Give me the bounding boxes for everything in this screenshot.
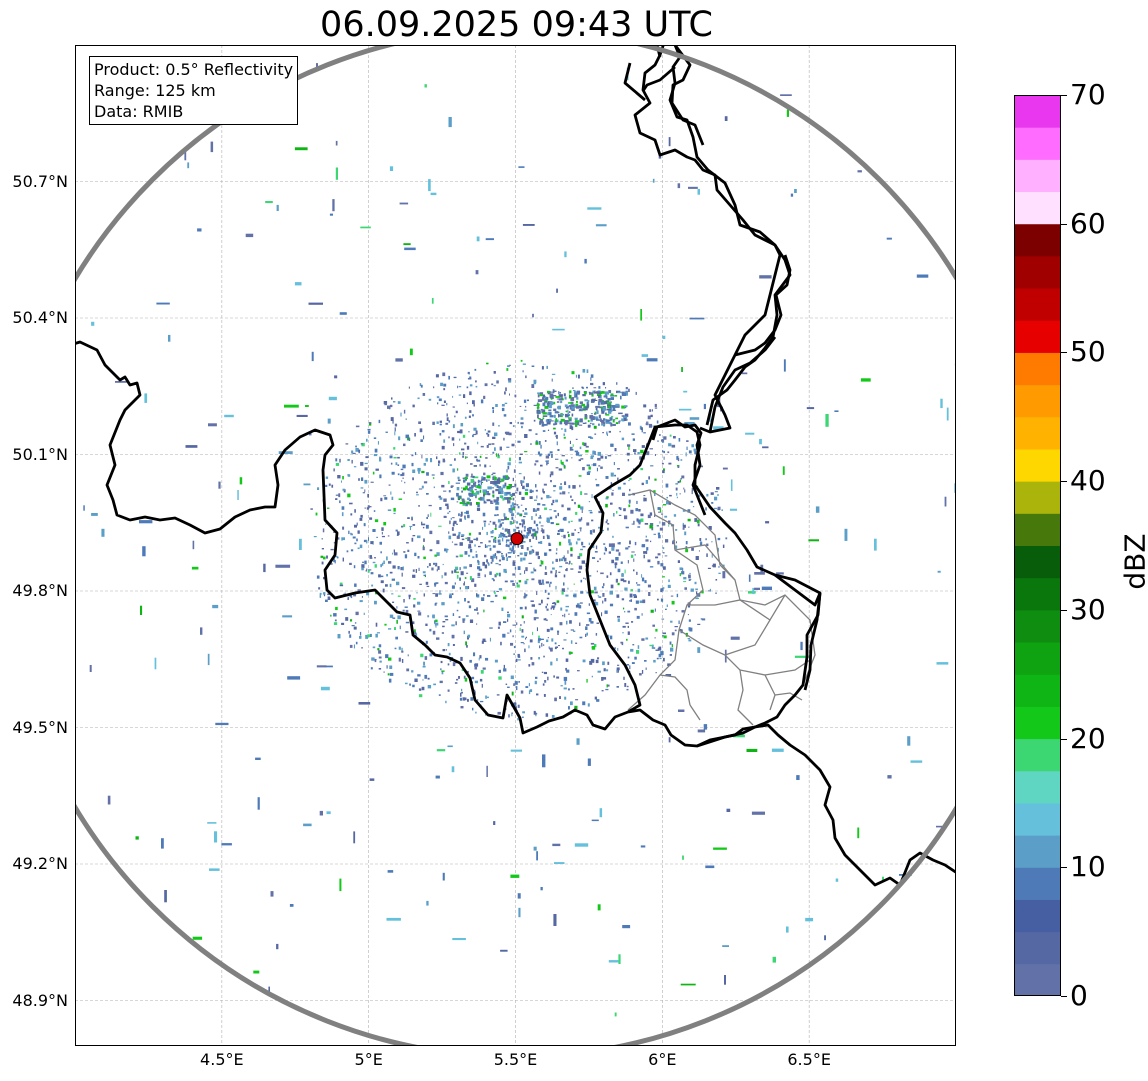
colorbar-segment [1014, 352, 1061, 386]
colorbar-tick-label: 40 [1070, 464, 1106, 498]
colorbar-segment [1014, 255, 1061, 289]
lat-tick-label: 48.9°N [12, 990, 68, 1010]
colorbar-tick-label: 60 [1070, 206, 1106, 240]
colorbar-segment [1014, 802, 1061, 836]
colorbar-segment [1014, 642, 1061, 675]
colorbar-segment [1014, 899, 1061, 933]
colorbar-tick-mark [1061, 352, 1067, 354]
lat-tick-label: 50.4°N [12, 308, 68, 327]
colorbar-segment [1014, 835, 1061, 868]
gridlines [75, 45, 956, 1046]
colorbar-segment [1014, 513, 1061, 546]
lon-tick-label: 5°E [354, 1050, 383, 1069]
colorbar-segment [1014, 545, 1061, 579]
radar-echoes [83, 63, 956, 1017]
lon-tick-label: 6°E [648, 1050, 677, 1069]
colorbar-segment [1014, 706, 1061, 740]
colorbar-tick-mark [1061, 867, 1067, 869]
map-border [75, 45, 956, 1046]
colorbar-tick-label: 0 [1070, 979, 1088, 1012]
radar-map[interactable] [75, 45, 956, 1046]
lon-tick-label: 4.5°E [200, 1050, 244, 1069]
country-borders [75, 45, 956, 887]
product-info-box: Product: 0.5° Reflectivity Range: 125 km… [89, 56, 299, 125]
colorbar-segment [1014, 384, 1061, 418]
colorbar-segment [1014, 95, 1061, 128]
colorbar-tick-mark [1061, 609, 1067, 611]
colorbar-segment [1014, 674, 1061, 707]
colorbar-label: dBZ [1118, 533, 1148, 590]
colorbar-tick-label: 70 [1070, 78, 1106, 111]
lat-tick-label: 49.5°N [12, 717, 68, 737]
colorbar-segment [1014, 191, 1061, 225]
radar-site-marker[interactable] [510, 532, 524, 546]
colorbar-segment [1014, 577, 1061, 611]
colorbar-tick-label: 20 [1070, 721, 1106, 755]
colorbar-tick-label: 50 [1070, 335, 1106, 369]
colorbar-segment [1014, 448, 1061, 482]
lat-tick-label: 50.7°N [12, 171, 68, 191]
colorbar-segment [1014, 609, 1061, 643]
colorbar-segment [1014, 963, 1061, 996]
dbz-colorbar [1014, 95, 1061, 996]
colorbar-segment [1014, 159, 1061, 193]
colorbar-segment [1014, 770, 1061, 804]
colorbar-segment [1014, 416, 1061, 450]
colorbar-tick-mark [1061, 738, 1067, 740]
lon-tick-label: 5.5°E [493, 1050, 538, 1069]
info-data-source: Data: RMIB [94, 102, 184, 121]
colorbar-segment [1014, 288, 1061, 321]
radar-map-canvas[interactable] [75, 45, 956, 1046]
info-product: Product: 0.5° Reflectivity [94, 60, 294, 79]
lat-tick-label: 49.2°N [12, 854, 68, 873]
lat-tick-label: 50.1°N [12, 444, 68, 464]
colorbar-segment [1014, 320, 1061, 353]
info-range: Range: 125 km [94, 81, 216, 100]
colorbar-frame [1014, 95, 1061, 996]
colorbar-tick-mark [1061, 95, 1067, 96]
colorbar-tick-label: 30 [1070, 592, 1106, 626]
colorbar-segment [1014, 223, 1061, 257]
colorbar-segment [1014, 738, 1061, 772]
province-borders [627, 489, 816, 726]
colorbar-tick-label: 10 [1070, 850, 1106, 884]
lat-tick-label: 49.8°N [12, 581, 68, 600]
colorbar-segment [1014, 127, 1061, 160]
colorbar-tick-mark [1061, 223, 1067, 225]
colorbar-segment [1014, 867, 1061, 900]
map-title: 06.09.2025 09:43 UTC [320, 5, 713, 45]
colorbar-segment [1014, 931, 1061, 965]
colorbar-segment [1014, 481, 1061, 514]
colorbar-tick-mark [1061, 996, 1067, 997]
colorbar-tick-mark [1061, 481, 1067, 483]
lon-tick-label: 6.5°E [787, 1050, 831, 1069]
